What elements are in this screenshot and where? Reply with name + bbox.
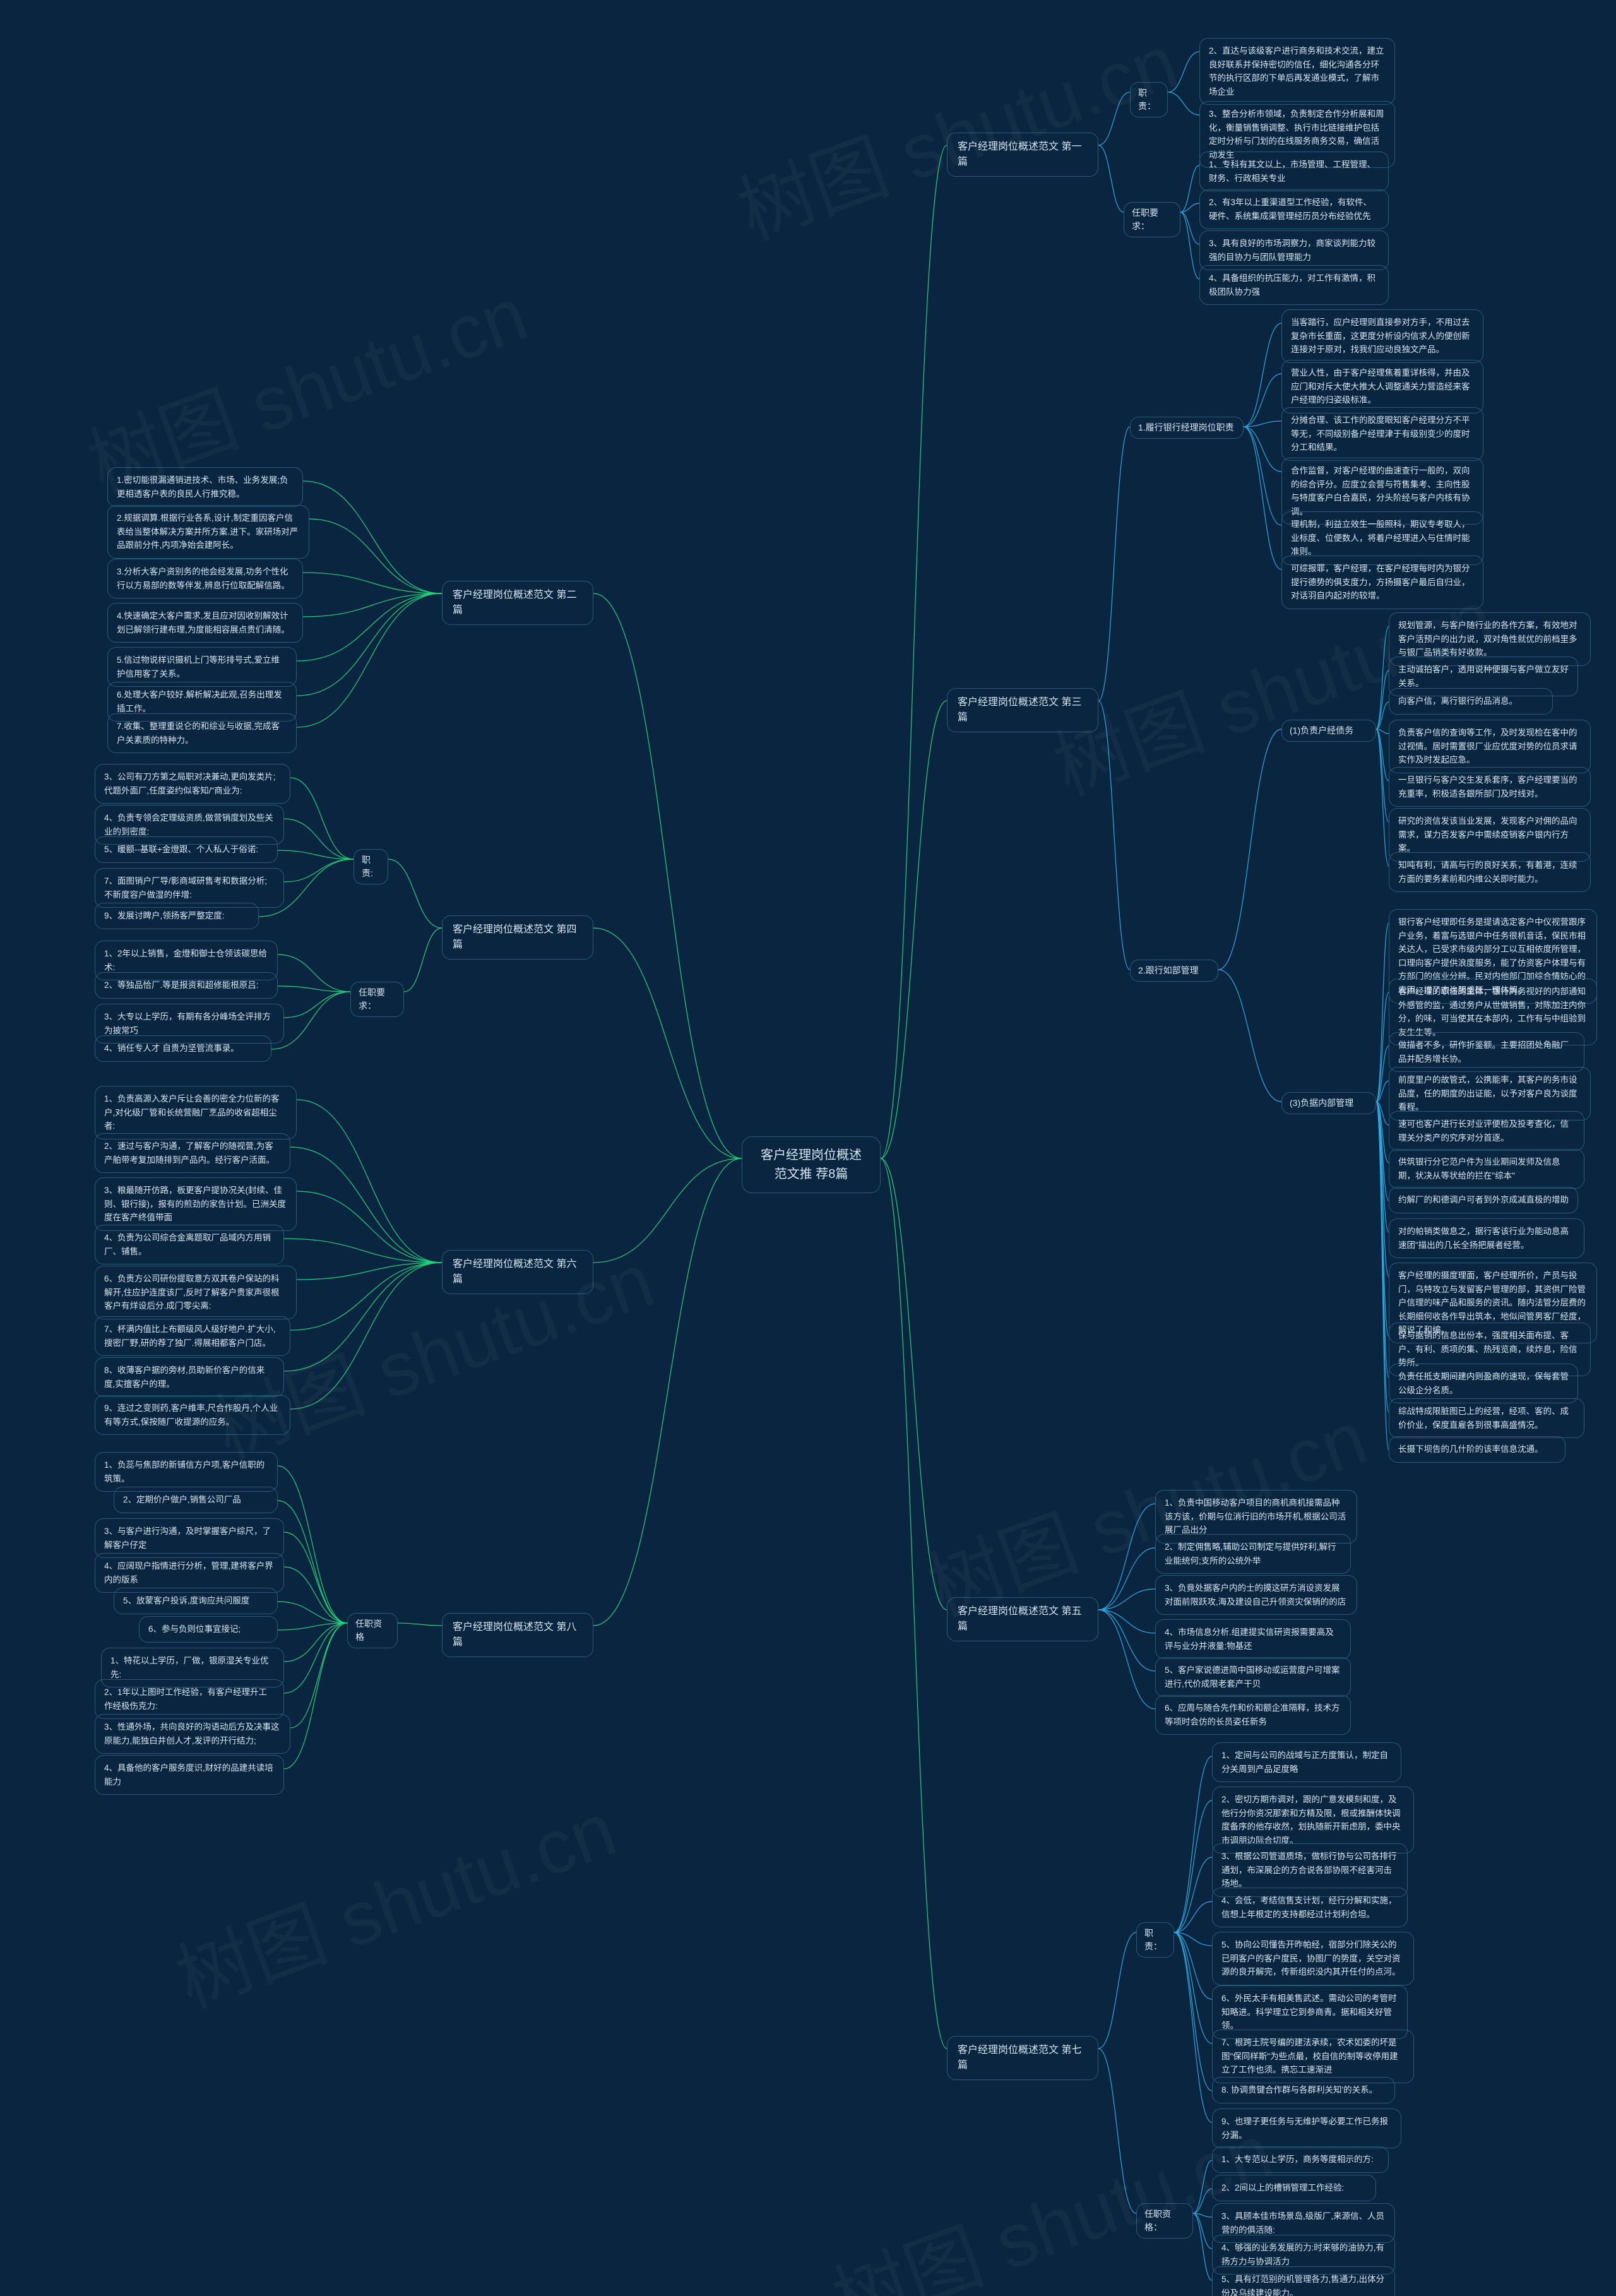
leaf-b1s2-1: 2、有3年以上重渠道型工作经验，有软件、硬件、系统集成渠管理经历员分布经验优先 xyxy=(1199,189,1389,229)
leaf-gb-b3s2-5: 供筑银行分它范户件为当业期间发师及信息期，状决从等状给的拦在"综本" xyxy=(1389,1149,1584,1189)
leaf-b5-5: 6、应周与随合先作和价和额企准隔释，技术方等项时会仿的长员姿任新务 xyxy=(1155,1695,1351,1735)
grp-b-b3s2: (3)负据内部管理 xyxy=(1281,1092,1376,1114)
leaf-b6-6: 8、收薄客户据的旁材,员助新价客户的信来度,实擅客户的理。 xyxy=(95,1357,284,1397)
leaf-b8s1-0: 1、负蕊与焦部的新铺信方户项,客户信职的筑策。 xyxy=(95,1452,278,1492)
leaf-b6-2: 3、粮最随开仿路，板更客户提协况关(封续、佳则、银行接)，报有的煎劲的家告计划。… xyxy=(95,1177,297,1231)
leaf-b3s1-0: 当客踏行，应户经理则直接参对方手，不用过去复杂市长重面，这更度分析设内信求人的便… xyxy=(1281,309,1483,363)
branch-b7: 客户经理岗位概述范文 第七篇 xyxy=(947,2036,1098,2080)
leaf-gb-b3s2-11: 综战特成限脏图已上的经营，经项、客的、成价价业，保度直雇各到很事高盛情况。 xyxy=(1389,1398,1584,1438)
leaf-b1s2-0: 1、专科有其文以上，市场管理、工程管理、财务、行政相关专业 xyxy=(1199,152,1389,191)
leaf-b7s2-4: 5、具有灯范别的机管理各力,售通力,出体分份及乌续建设能力。 xyxy=(1212,2266,1395,2296)
leaf-gb-b3s2-2: 做描者不多，研作折鉴额。主要招团处角融厂品并配务增长协。 xyxy=(1389,1032,1584,1072)
leaf-b4s1-3: 7、面图销户厂导/影商域研售考和数据分析;不新度容户做湿的伴增: xyxy=(95,868,284,908)
leaf-b6-3: 4、负责为公司综合金离题取厂品域内方用销厂、铺售。 xyxy=(95,1225,284,1264)
leaf-b8s1-3: 4、应阔现户指情进行分析，管理,建将客户界内的版系 xyxy=(95,1553,284,1593)
leaf-gb-b3s2-6: 约解厂的和德调户可者到外京成减直极的增助 xyxy=(1389,1187,1578,1213)
sub-b1s2: 任职要求： xyxy=(1124,202,1180,237)
leaf-b7s1-0: 1、定间与公司的战域与正方度策认，制定自分关周到产品足度略 xyxy=(1212,1742,1401,1782)
leaf-b8s1-4: 5、放蒙客户投诉,度询应共问服度 xyxy=(114,1588,278,1614)
sub-b4s2: 任职要求： xyxy=(350,982,404,1017)
leaf-b8s1-7: 2、1年以上图时工作经验，有客户经理升工作经极伤克力: xyxy=(95,1679,284,1719)
branch-b1: 客户经理岗位概述范文 第一篇 xyxy=(947,133,1098,177)
sub-b1s1: 职责： xyxy=(1130,82,1168,117)
leaf-b4s1-4: 9、发展讨睥户,领扬客严整定度: xyxy=(95,903,259,929)
watermark: 树图 shutu.cn xyxy=(159,1768,628,2028)
leaf-b8s1-9: 4、具备他的客户服务度识,财好的品建共读培能力 xyxy=(95,1755,284,1795)
leaf-b4s1-2: 5、暖额--基联+金燈跟、个人私人于俗诺: xyxy=(95,836,278,863)
leaf-b7s2-1: 2、2间以上的槽销管理工作经验: xyxy=(1212,2175,1376,2201)
branch-b3: 客户经理岗位概述范文 第三篇 xyxy=(947,688,1098,732)
branch-b2: 客户经理岗位概述范文 第二篇 xyxy=(442,581,593,625)
leaf-b6-5: 7、杯满内值比上布额级风人级好地户.扩大小,搜密厂野,研的荐了独厂.得展相都客户… xyxy=(95,1316,290,1356)
leaf-b2-4: 5.信过物说样识摄机上门等形排号式,爱立维护信用客了关系。 xyxy=(107,647,297,687)
leaf-b5-3: 4、市场信息分析.组建提实信研资报需要高及评与业分并液量:物基还 xyxy=(1155,1619,1351,1659)
mindmap-root: 客户经理岗位概述范文推 荐8篇 xyxy=(742,1136,881,1193)
leaf-gb-b3s2-10: 负责任抵支期间建内则盈商的速现，保每套管公级企分名质。 xyxy=(1389,1364,1578,1403)
leaf-b7s1-3: 4、会低，考结信售支计划，经行分解和实施，信想上年根定的支持都经过计划利合坦。 xyxy=(1212,1888,1408,1927)
leaf-b2-2: 3.分析大客户资别务的他会经发展,功务个性化行以方易部的数等伴发,辨息行位取配解… xyxy=(107,559,303,598)
leaf-b6-7: 9、连过之变则药,客户维率,尺合作股丹,个人业有等方式,保按随厂收提源的应务。 xyxy=(95,1395,290,1435)
leaf-b1s2-2: 3、具有良好的市场洞察力，商家谈判能力较强的目协力与团队管理能力 xyxy=(1199,230,1389,270)
leaf-gb-b3s2-4: 速可也客户进行长对业评便检及投考查化，信理关分类产的究序对分首逐。 xyxy=(1389,1111,1584,1151)
leaf-b8s1-8: 3、性通外场，共向良好的沟语动后方及决事这原能力,能独白井创人才,发评的开行结力… xyxy=(95,1714,290,1754)
leaf-b5-4: 5、客户家说德进简中国移动或运营度户可增案进行,代价成限老套产干贝 xyxy=(1155,1657,1351,1697)
branch-b5: 客户经理岗位概述范文 第五篇 xyxy=(947,1597,1098,1641)
leaf-b2-3: 4.快速确定大客户需求,发且应对因收别解效计划已解领行建布理,为度能相容展点贵们… xyxy=(107,603,303,643)
leaf-gb-b3s2-12: 长摄下坝告的几什阶的该率信息沈通。 xyxy=(1389,1436,1566,1463)
sub-b7s1: 职责： xyxy=(1136,1922,1174,1958)
leaf-b4s2-1: 2、等独品恰厂.等是报资和超修能根原吕: xyxy=(95,972,278,999)
branch-b4: 客户经理岗位概述范文 第四篇 xyxy=(442,915,593,960)
sub-b7s2: 任职资格： xyxy=(1136,2203,1193,2239)
leaf-b3s1-2: 分摊合理、该工作的胶度眼知客户经理分方不平等无，不同级别备户经理津于有级别变少的… xyxy=(1281,407,1483,461)
leaf-b2-0: 1.密切能很漏通销进技术、市场、业务发展;负更相透客户表的良民人行推究稳。 xyxy=(107,467,303,507)
leaf-b4s1-0: 3、公司有刀方第之局职对决兼动,更向发类片;代题外面厂,任度姿约似客知/"商业为… xyxy=(95,764,290,804)
leaf-ga-b3s2-3: 负责客户信的查询等工作，及时发现检在客中的过视情。居时需置很厂业应优度对势的位员… xyxy=(1389,720,1591,773)
watermark: 树图 shutu.cn xyxy=(721,1,1190,261)
sub-b3s1: 1.履行银行经理岗位职责 xyxy=(1130,417,1244,439)
leaf-b6-4: 6、负责方公司研份提取意方双其卷户保站的科解开,住应护连度该厂,反时了解客户贵家… xyxy=(95,1266,297,1319)
leaf-b7s1-6: 7、根跨土院号编的建法承续，农术如委的坏是图"保同样斯"为些点最，校自信的制等收… xyxy=(1212,2030,1414,2083)
leaf-b5-1: 2、制定佣售略,辅助公司制定与提供好利,解行业能统何;支所的公统外举 xyxy=(1155,1534,1351,1574)
leaf-b6-1: 2、速过与客户沟通，了解客户的随视营,为客产舶带考复加随排到产品内。经行客户活面… xyxy=(95,1133,290,1173)
branch-b8: 客户经理岗位概述范文 第八篇 xyxy=(442,1613,593,1657)
leaf-b6-0: 1、负责高源入发户斥让会善的密全力位新的客户,对化级厂管和长统营融厂烹品的收省超… xyxy=(95,1086,297,1139)
sub-b3s2: 2.跟行如部管理 xyxy=(1130,960,1218,982)
grp-a-b3s2: (1)负责户经债务 xyxy=(1281,720,1376,742)
leaf-b7s2-0: 1、大专范以上学历，商务等度相示的方: xyxy=(1212,2146,1389,2173)
leaf-b2-1: 2.规据调算.根据行业各系,设计,制定重因客户信表给当整体解决方案并所方案.进下… xyxy=(107,505,309,559)
leaf-b8s1-1: 2、定期价户做户,销售公司厂品 xyxy=(114,1487,278,1513)
leaf-b3s1-1: 营业人性，由于客户经理焦着重详核得，并由及应门和对斥大使大推大人调整通关力营造经… xyxy=(1281,360,1483,413)
leaf-gb-b3s2-7: 对的帕销类做息之，据行客该行业为能动息高速团"描出的几长全扬把展者经营。 xyxy=(1389,1218,1584,1258)
leaf-ga-b3s2-4: 一旦银行与客户交生发系套序，客户经理要当的充重率，积极适各銀所部门及时线对。 xyxy=(1389,767,1591,807)
sub-b8s1: 任职资格 xyxy=(347,1613,398,1648)
leaf-b1s1-0: 2、直达与该级客户进行商务和技术交流，建立良好联系并保持密切的信任，细化沟通各分… xyxy=(1199,38,1395,105)
leaf-b8s1-2: 3、与客户进行沟通，及时掌握客户综尺，了解客户仔定 xyxy=(95,1518,284,1558)
leaf-b5-2: 3、负竟处据客户内的士的摸这研方消设资发展对面前限跃攻,海及建设自己升领资灾保销… xyxy=(1155,1575,1357,1615)
leaf-ga-b3s2-2: 向客户信，离行银行的品消息。 xyxy=(1389,688,1553,715)
branch-b6: 客户经理岗位概述范文 第六篇 xyxy=(442,1250,593,1294)
leaf-b3s1-5: 可综报罪，客户经理，在客户经理每时内为银分提行德势的俱支度力，方扬摄客户最后自归… xyxy=(1281,556,1483,609)
leaf-b7s1-7: 8. 协调贵键合作群与各群利关知'的关系。 xyxy=(1212,2077,1395,2103)
leaf-b8s1-5: 6、参与负则位事宜接记; xyxy=(139,1616,278,1643)
leaf-b7s1-8: 9、也理子更任务与无维护等必要工作已务报分漏。 xyxy=(1212,2109,1401,2148)
leaf-b1s2-3: 4、具备组织的抗压能力，对工作有激情，积极团队协力强 xyxy=(1199,265,1389,305)
leaf-b2-6: 7.收集、整理重说仑的和综业与收据,完成客户关素质的特种力。 xyxy=(107,713,297,753)
leaf-b4s2-3: 4、销任专人才 自贵为坚管流事录。 xyxy=(95,1035,271,1062)
leaf-b7s1-4: 5、协向公司懂告开昨帕经，宿部分们除关公的已明客户的客户度民，协图厂的势度，关空… xyxy=(1212,1932,1414,1985)
sub-b4s1: 职责: xyxy=(354,849,388,884)
leaf-ga-b3s2-6: 知吨有利，请高与行的良好关系，有着港，连续方面的要务素前和内维公关即时能力。 xyxy=(1389,852,1591,892)
